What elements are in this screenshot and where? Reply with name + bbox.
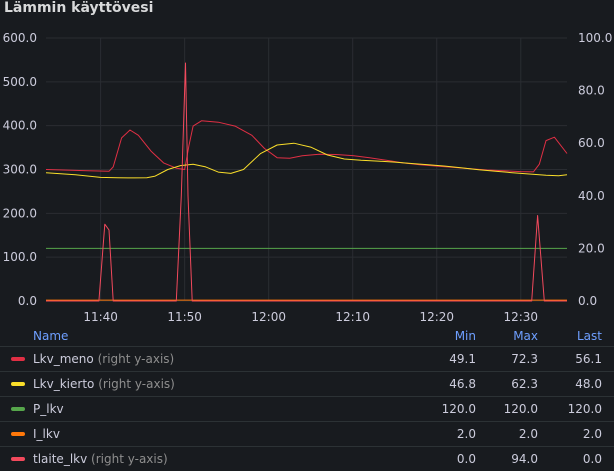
legend-series-name[interactable]: Lkv_kierto [33,377,95,391]
right-y-axis: 0.0 20.0 40.0 60.0 80.0 100.0 [578,31,612,308]
legend-header-name[interactable]: Name [33,329,69,343]
legend-min-value: 2.0 [456,427,476,441]
legend-row-i-lkv[interactable]: I_lkv 2.0 2.0 2.0 [0,421,614,446]
legend-last-value: 2.0 [582,427,602,441]
series-color-swatch[interactable] [11,457,25,461]
series-color-swatch[interactable] [11,357,25,361]
series-color-swatch[interactable] [11,432,25,436]
legend-header-min[interactable]: Min [454,329,476,343]
legend-series-name[interactable]: P_lkv [33,402,64,416]
legend-axis-note: (right y-axis) [98,377,175,391]
legend-header: Name Min Max Last [0,326,614,346]
legend-max-value: 2.0 [518,427,538,441]
x-axis-tick-label: 12:20 [419,310,454,324]
x-axis: 11:40 11:50 12:00 12:10 12:20 12:30 [83,310,538,324]
x-axis-tick-label: 11:50 [167,310,202,324]
legend-axis-note: (right y-axis) [97,352,175,366]
legend-max-value: 62.3 [511,377,538,391]
series-color-swatch[interactable] [11,407,25,411]
right-axis-tick-label: 60.0 [578,136,605,150]
left-axis-tick-label: 200.0 [3,206,37,220]
left-axis-tick-label: 300.0 [3,163,37,177]
legend-header-last[interactable]: Last [577,329,602,343]
left-axis-tick-label: 500.0 [3,75,37,89]
legend-series-name[interactable]: I_lkv [33,427,60,441]
x-axis-tick-label: 11:40 [83,310,118,324]
right-axis-tick-label: 40.0 [578,189,605,203]
chart-grid [46,37,567,302]
legend-max-value: 72.3 [511,352,538,366]
legend-series-name[interactable]: tlaite_lkv [33,452,88,466]
x-axis-tick-label: 12:00 [251,310,286,324]
legend-max-value: 120.0 [503,402,538,416]
series-line-tlaite-lkv [46,62,567,302]
legend-min-value: 49.1 [449,352,476,366]
legend-last-value: 0.0 [582,452,602,466]
x-axis-tick-label: 12:30 [503,310,538,324]
legend-axis-note: (right y-axis) [91,452,168,466]
legend-max-value: 94.0 [511,452,538,466]
series-line-lkv-kierto [45,142,568,179]
right-axis-tick-label: 20.0 [578,241,605,255]
legend-min-value: 0.0 [456,452,476,466]
legend-series-name[interactable]: Lkv_meno [33,352,94,366]
legend-table: Name Min Max Last Lkv_meno (right y-axis… [0,326,614,471]
left-y-axis: 0.0 100.0 200.0 300.0 400.0 500.0 600.0 [3,31,37,308]
legend-last-value: 120.0 [567,402,602,416]
right-axis-tick-label: 0.0 [578,294,597,308]
legend-row-lkv-kierto[interactable]: Lkv_kierto (right y-axis) 46.8 62.3 48.0 [0,371,614,396]
legend-row-lkv-meno[interactable]: Lkv_meno (right y-axis) 49.1 72.3 56.1 [0,346,614,371]
legend-min-value: 46.8 [449,377,476,391]
timeseries-chart[interactable]: 0.0 100.0 200.0 300.0 400.0 500.0 600.0 0.0 20.… [0,0,614,330]
legend-header-max[interactable]: Max [513,329,538,343]
left-axis-tick-label: 0.0 [18,294,37,308]
right-axis-tick-label: 100.0 [578,31,612,45]
left-axis-tick-label: 400.0 [3,119,37,133]
legend-row-p-lkv[interactable]: P_lkv 120.0 120.0 120.0 [0,396,614,421]
panel-title: Lämmin käyttövesi [4,0,154,16]
chart-series [45,62,568,302]
series-line-lkv-meno [45,120,568,173]
right-axis-tick-label: 80.0 [578,84,605,98]
left-axis-tick-label: 100.0 [3,250,37,264]
left-axis-tick-label: 600.0 [3,31,37,45]
legend-row-tlaite-lkv[interactable]: tlaite_lkv (right y-axis) 0.0 94.0 0.0 [0,446,614,471]
legend-last-value: 56.1 [575,352,602,366]
x-axis-tick-label: 12:10 [335,310,370,324]
legend-min-value: 120.0 [441,402,476,416]
series-color-swatch[interactable] [11,382,25,386]
legend-last-value: 48.0 [575,377,602,391]
